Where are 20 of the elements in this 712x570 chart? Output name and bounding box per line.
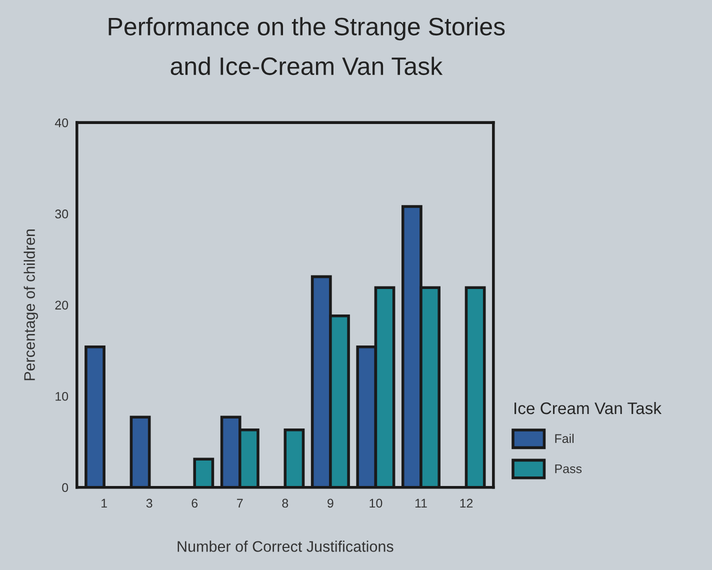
y-tick-label: 0 [62, 483, 68, 492]
x-axis-title: Number of Correct Justifications [178, 540, 394, 552]
x-tick-label: 12 [460, 498, 473, 508]
x-tick-label: 8 [282, 498, 288, 508]
legend-title: Ice Cream Van Task [514, 402, 662, 414]
x-tick-label: 1 [102, 498, 107, 508]
y-tick-label: 40 [54, 118, 68, 128]
y-axis-title: Percentage of children [24, 230, 38, 380]
y-tick-label: 30 [55, 210, 68, 218]
y-tick-label: 10 [56, 392, 68, 401]
legend-label: Pass [555, 464, 582, 474]
x-tick-label: 11 [415, 498, 427, 508]
x-tick-label: 3 [146, 498, 152, 508]
x-tick-label: 7 [237, 498, 243, 508]
x-tick-label: 10 [370, 498, 382, 508]
x-tick-label: 9 [328, 498, 334, 508]
y-tick-label: 20 [55, 300, 68, 310]
x-tick-label: 6 [192, 498, 198, 508]
legend-label: Fail [555, 434, 574, 444]
chart-title: Performance on the Strange Stories and Ice-Cream Van Task [108, 17, 505, 76]
